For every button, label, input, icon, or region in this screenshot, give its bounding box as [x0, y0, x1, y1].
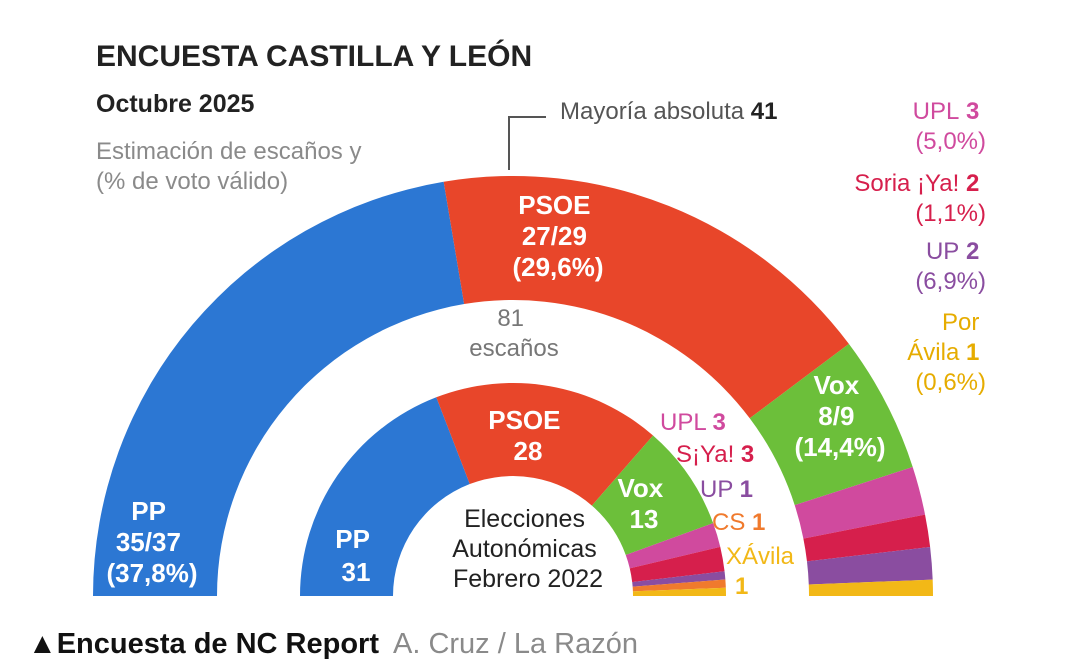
outer-upl-label: UPL 3 (5,0%)	[913, 98, 986, 155]
footer-source: ▲Encuesta de NC Report	[28, 628, 379, 660]
majority-leader-line	[508, 116, 546, 170]
inner-segment-x-vila	[632, 587, 726, 596]
outer-pp-label: PP 35/37 (37,8%)	[106, 496, 197, 588]
footer-authors: A. Cruz / La Razón	[393, 628, 638, 660]
inner-segment-cs	[632, 579, 726, 592]
majority-annotation: Mayoría absoluta 41	[560, 98, 777, 125]
inner-psoe-label: PSOE 28	[488, 405, 567, 466]
outer-segment-up	[806, 546, 933, 585]
inner-segment-pp	[300, 397, 470, 596]
inner-title: Elecciones Autonómicas Febrero 2022	[452, 505, 603, 593]
outer-segment-pp	[93, 181, 465, 597]
outer-up-label: UP 2 (6,9%)	[915, 238, 986, 295]
inner-segment-psoe	[436, 383, 654, 506]
outer-segment-vox	[749, 343, 913, 506]
inner-segment-upl	[625, 523, 721, 569]
outer-por-avila-label: Por Ávila 1 (0,6%)	[907, 309, 986, 396]
chart-title: ENCUESTA CASTILLA Y LEÓN	[96, 39, 532, 73]
inner-xavila-seats: 1	[735, 573, 748, 600]
footer-credit: ▲Encuesta de NC Report A. Cruz / La Razón	[28, 628, 638, 661]
outer-segment-psoe	[443, 176, 849, 419]
inner-cs-label: CS 1	[712, 509, 765, 536]
outer-psoe-label: PSOE 27/29 (29,6%)	[512, 190, 603, 282]
inner-sya-label: S¡Ya! 3	[676, 441, 754, 468]
inner-xavila-label: XÁvila	[726, 543, 795, 570]
outer-segment-upl	[794, 466, 926, 539]
inner-segment-up	[632, 571, 726, 587]
chart-date: Octubre 2025	[96, 90, 255, 118]
outer-soria-label: Soria ¡Ya! 2 (1,1%)	[854, 170, 986, 227]
outer-hemicycle	[93, 176, 933, 597]
outer-vox-label: Vox 8/9 (14,4%)	[794, 370, 885, 462]
inner-up-label: UP 1	[700, 476, 753, 503]
inner-vox-label: Vox 13	[618, 473, 671, 534]
chart-description-line2: (% de voto válido)	[96, 168, 288, 195]
inner-segment-s-ya	[629, 546, 725, 583]
inner-segment-vox	[591, 435, 714, 555]
inner-pp-label: PP 31	[335, 524, 376, 587]
outer-total-seats: 81 escaños	[469, 305, 558, 362]
inner-upl-label: UPL 3	[660, 409, 726, 436]
outer-segment-soria-ya	[803, 514, 931, 562]
inner-hemicycle	[300, 383, 726, 596]
chart-description-line1: Estimación de escaños y	[96, 138, 361, 165]
outer-segment-por-vila	[808, 579, 933, 596]
